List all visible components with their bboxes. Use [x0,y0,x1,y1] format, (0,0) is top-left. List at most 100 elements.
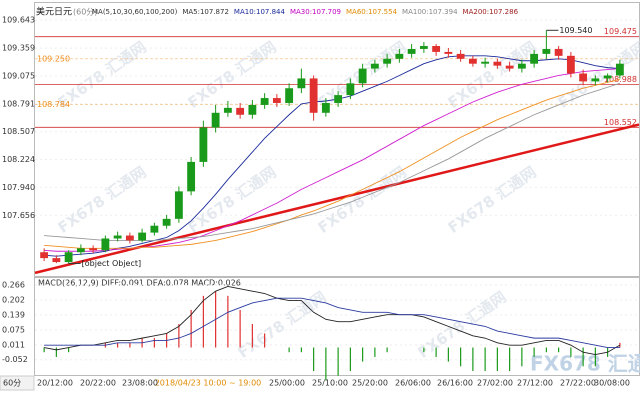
candle-body [236,107,245,115]
candle-body [370,63,379,69]
x-tick-label: 25/20:00 [352,379,388,388]
y-tick-label: 108.507 [2,127,35,136]
candle-body [603,75,612,79]
y-tick-label: 109.643 [2,16,35,25]
candle-body [358,68,367,84]
macd-header: MACD(26,12,9) DIFF:0.091 DEA:0.078 MACD:… [38,279,241,288]
candle-body [346,83,355,96]
candle-body [456,53,465,59]
candle-body [432,46,441,52]
candle-body [187,161,196,192]
candle-body [113,235,122,239]
candle-body [223,107,232,113]
x-tick-label: 27/22:00 [560,379,596,388]
level-label: 108.552 [604,118,637,127]
x-tick-label: 26/16:00 [437,379,473,388]
ma-legend: MA5:107.872 [182,8,229,16]
logo: FX678 汇通网 [530,352,640,376]
x-tick-label: 23/08:00 [122,379,158,388]
candle-body [468,58,477,64]
candle-body [64,252,73,263]
period-select[interactable] [0,375,35,391]
candle-body [444,51,453,54]
candle-body [211,112,220,128]
candle-body [334,95,343,103]
candle-body [199,127,208,162]
x-tick-label: 30/08:00 [594,379,630,388]
y-tick-label: 108.224 [2,155,35,164]
period: (60分) [73,8,97,17]
ma-legend: MA100:107.394 [402,8,458,16]
y-tick-label: 107.940 [2,183,35,192]
candle-body [76,248,85,253]
macd-tick-label: 0.266 [2,281,25,290]
candle-body [493,61,502,66]
ma-line [44,78,620,249]
level-label: 108.784 [37,100,70,109]
candle-body [125,235,134,241]
ma-legend: MA10:107.844 [234,8,286,16]
x-tick-label: 26/06:00 [395,379,431,388]
candle-body [383,58,392,64]
x-tick-label: 27/12:00 [517,379,553,388]
x-tick-label: 25/10:00 [312,379,348,388]
macd-tick-label: 0.139 [2,310,25,319]
high-label: 109.540 [559,26,592,35]
ma-legend: MA30:107.709 [290,8,341,16]
candle-body [554,48,563,56]
ma-legend: MA200:107.286 [463,8,519,16]
candle-body [101,238,110,251]
candle-body [321,102,330,113]
candle-body [517,63,526,69]
candle-body [138,232,147,241]
y-tick-label: 109.359 [2,44,35,53]
candle-body [615,63,624,76]
level-label: 109.475 [604,27,637,36]
candle-body [395,53,404,59]
candle-body [579,73,588,82]
y-tick-label: 109.075 [2,71,35,80]
candle-body [52,258,61,263]
candle-body [248,104,257,115]
macd-tick-label: -0.052 [2,355,28,364]
candle-body [272,98,281,103]
candle-body [481,61,490,64]
diff-line [44,285,621,356]
dea-line [44,297,620,348]
x-tick-label: 20/22:00 [80,379,116,388]
candle-body [40,252,49,259]
period-select-label[interactable]: 60分 [3,379,21,388]
candle-body [566,55,575,74]
candle-body [419,46,428,49]
ma-legend: MA60:107.554 [346,8,398,16]
candle-body [162,218,171,226]
macd-tick-label: 0.202 [2,296,25,305]
macd-tick-label: 0.011 [2,340,25,349]
x-tick-label: 20/12:00 [37,379,73,388]
candle-body [297,78,306,89]
macd-tick-label: 0.075 [2,325,25,334]
range-label: 2018/04/23 10:00 ~ 19:00 [155,379,262,388]
ma-legend: MA(5,10,30,60,100,200) [92,8,178,16]
y-tick-label: 107.656 [2,211,35,220]
candle-body [542,48,551,54]
candle-body [407,48,416,54]
candle-body [530,53,539,64]
candle-body [260,98,269,105]
candle-body [174,191,183,219]
candle-body [591,78,600,82]
ma-line [44,55,620,257]
x-tick-label: 27/02:00 [477,379,513,388]
candle-body [89,248,98,251]
low-label: [object Object] [82,259,142,268]
x-tick-label: 25/00:00 [269,379,305,388]
candle-body [309,78,318,113]
y-tick-label: 108.791 [2,99,35,108]
level-label: 108.988 [604,75,637,84]
chart-title: 美元日元 [36,6,72,18]
candle-body [285,88,294,103]
candle-body [505,65,514,69]
